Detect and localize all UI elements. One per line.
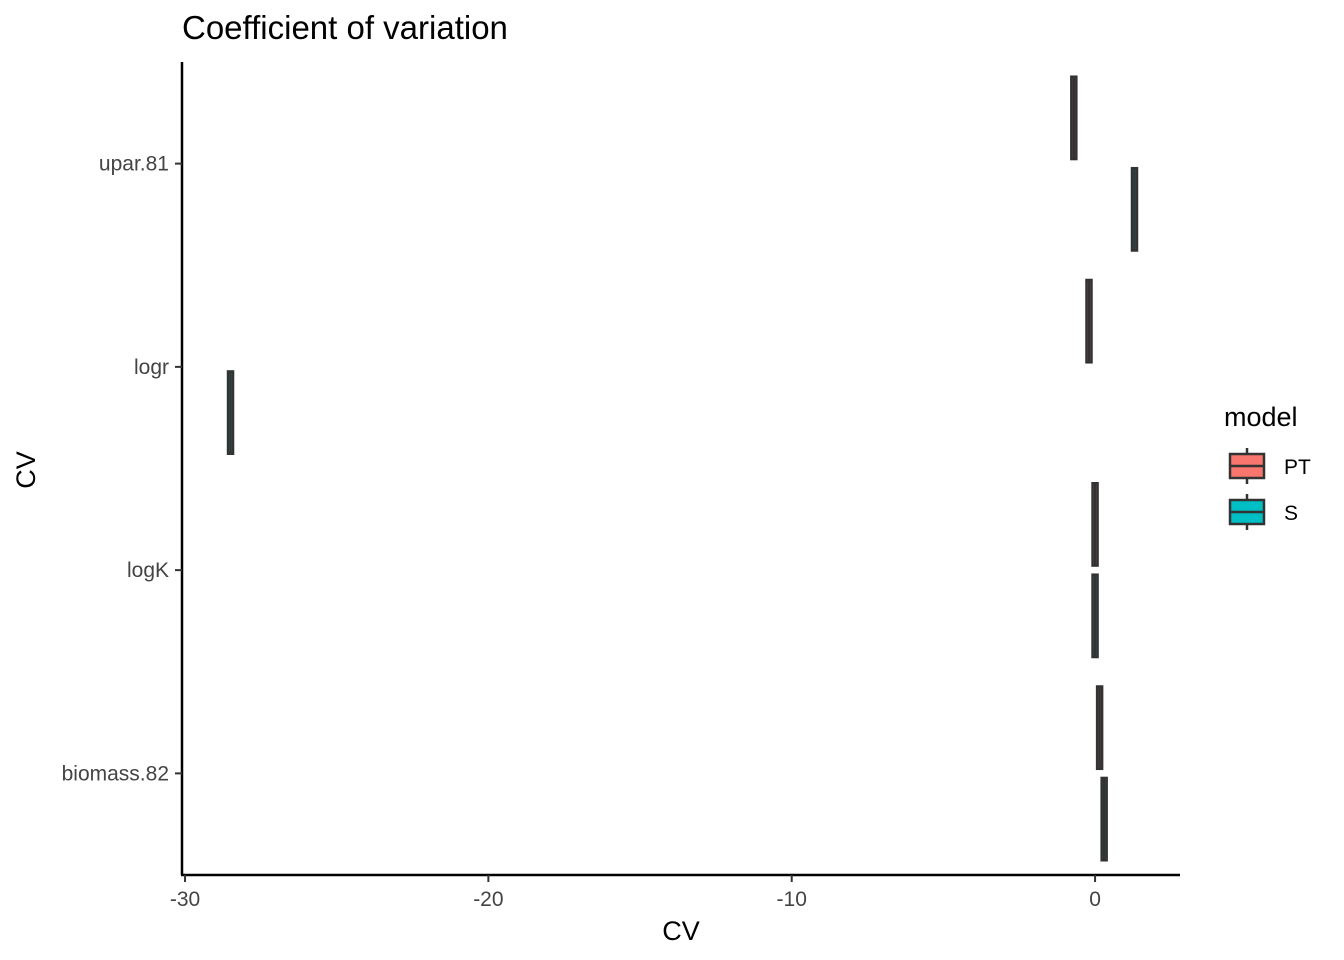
y-tick-label: upar.81 — [99, 153, 169, 176]
legend-title: model — [1224, 402, 1298, 432]
legend-label-PT: PT — [1284, 456, 1311, 479]
y-axis-ticks: biomass.82 logK logr upar.81 — [62, 153, 182, 785]
y-tick-label: biomass.82 — [62, 762, 169, 785]
chart-title: Coefficient of variation — [182, 9, 508, 46]
x-axis-title: CV — [662, 916, 700, 946]
y-tick-label: logr — [134, 356, 169, 379]
x-tick-label: -30 — [170, 888, 200, 911]
y-tick-label: logK — [127, 559, 169, 582]
x-tick-label: -20 — [473, 888, 503, 911]
x-tick-label: 0 — [1089, 888, 1101, 911]
legend: model PT S — [1224, 402, 1311, 530]
legend-item-S: S — [1228, 494, 1298, 530]
plot-panel — [226, 75, 1139, 862]
legend-label-S: S — [1284, 502, 1298, 525]
legend-item-PT: PT — [1228, 448, 1311, 484]
x-axis-ticks: -30 -20 -10 0 — [170, 875, 1101, 911]
x-tick-label: -10 — [777, 888, 807, 911]
y-axis-title: CV — [11, 451, 41, 489]
